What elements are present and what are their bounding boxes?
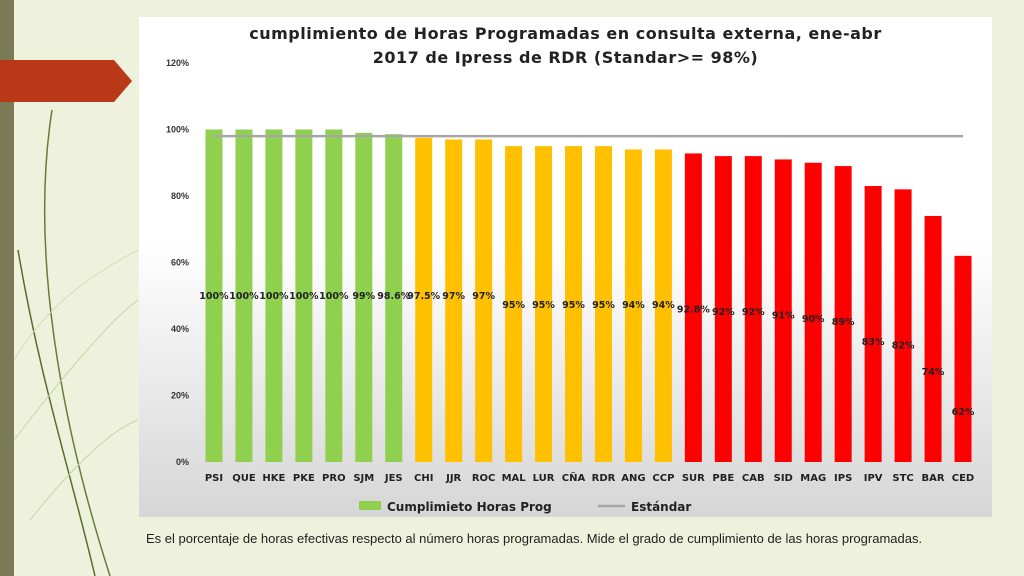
bar-lur xyxy=(535,146,553,462)
bar-mag xyxy=(804,162,822,462)
data-label: 94% xyxy=(622,300,645,311)
x-tick-label: MAL xyxy=(502,473,527,484)
data-label: 97% xyxy=(472,291,495,302)
data-label: 92% xyxy=(742,307,765,318)
bar-ips xyxy=(834,166,852,462)
y-tick-label: 120% xyxy=(166,58,189,68)
data-label: 95% xyxy=(532,300,555,311)
bar-rdr xyxy=(594,146,612,462)
bar-bar xyxy=(924,215,942,462)
data-label: 99% xyxy=(352,291,375,302)
chart-title: cumplimiento de Horas Programadas en con… xyxy=(139,22,992,70)
x-tick-label: MAG xyxy=(800,473,826,484)
bar-ipv xyxy=(864,186,882,462)
legend-series-swatch xyxy=(359,501,381,510)
bar-sjm xyxy=(355,132,373,462)
bar-psi xyxy=(205,129,223,462)
x-tick-label: LUR xyxy=(533,473,555,484)
data-label: 100% xyxy=(319,291,349,302)
x-tick-label: QUE xyxy=(232,473,256,484)
x-tick-label: JES xyxy=(384,473,403,484)
x-tick-label: CED xyxy=(952,473,974,484)
data-label: 97.5% xyxy=(407,291,440,302)
bar-sur xyxy=(684,153,702,462)
caption-text: Es el porcentaje de horas efectivas resp… xyxy=(146,531,923,546)
x-tick-label: RDR xyxy=(592,473,616,484)
chart-title-line-2: 2017 de Ipress de RDR (Standar>= 98%) xyxy=(372,48,759,67)
bar-mal xyxy=(505,146,523,462)
x-tick-label: SID xyxy=(774,473,793,484)
title-tab xyxy=(0,60,132,102)
bar-jjr xyxy=(445,139,463,462)
legend-standard-label: Estándar xyxy=(631,500,691,514)
data-label: 100% xyxy=(229,291,259,302)
y-tick-label: 60% xyxy=(171,258,189,268)
data-label: 98.6% xyxy=(377,291,410,302)
bar-pbe xyxy=(714,156,732,462)
y-tick-label: 20% xyxy=(171,391,189,401)
x-tick-label: ROC xyxy=(472,473,496,484)
data-label: 94% xyxy=(652,300,675,311)
bar-pro xyxy=(325,129,343,462)
bar-ced xyxy=(954,255,972,462)
bar-que xyxy=(235,129,253,462)
data-label: 95% xyxy=(502,300,525,311)
bar-roc xyxy=(475,139,493,462)
y-tick-label: 0% xyxy=(176,457,189,467)
data-label: 95% xyxy=(592,300,615,311)
x-tick-label: HKE xyxy=(262,473,285,484)
y-tick-label: 40% xyxy=(171,324,189,334)
data-label: 90% xyxy=(802,314,825,325)
bar-stc xyxy=(894,189,912,462)
data-label: 83% xyxy=(862,337,885,348)
bar-sid xyxy=(774,159,792,463)
y-tick-label: 80% xyxy=(171,191,189,201)
bar-cab xyxy=(744,156,762,462)
legend-series-label: Cumplimieto Horas Prog xyxy=(387,500,552,514)
x-tick-label: PKE xyxy=(293,473,315,484)
data-label: 100% xyxy=(199,291,229,302)
bar-ccp xyxy=(654,149,672,462)
x-tick-label: JJR xyxy=(445,473,461,484)
x-tick-label: CAB xyxy=(742,473,765,484)
chart-title-line-1: cumplimiento de Horas Programadas en con… xyxy=(249,24,882,43)
bar-ang xyxy=(624,149,642,462)
data-label: 74% xyxy=(922,367,945,378)
x-tick-label: PRO xyxy=(322,473,346,484)
data-label: 100% xyxy=(289,291,319,302)
x-tick-label: IPV xyxy=(864,473,883,484)
data-label: 92.8% xyxy=(677,304,710,315)
bar-cña xyxy=(565,146,583,462)
y-tick-label: 100% xyxy=(166,125,189,135)
sidebar-strip xyxy=(0,0,14,576)
x-tick-label: CHI xyxy=(414,473,433,484)
x-tick-label: PSI xyxy=(205,473,223,484)
data-label: 62% xyxy=(952,407,975,418)
bar-jes xyxy=(385,134,403,462)
data-label: 100% xyxy=(259,291,289,302)
data-label: 89% xyxy=(832,317,855,328)
x-tick-label: CCP xyxy=(652,473,674,484)
data-label: 82% xyxy=(892,340,915,351)
x-tick-label: ANG xyxy=(621,473,645,484)
x-tick-label: IPS xyxy=(834,473,852,484)
bar-hke xyxy=(265,129,283,462)
decorative-lines xyxy=(13,109,139,576)
data-label: 92% xyxy=(712,307,735,318)
bar-chi xyxy=(415,137,433,462)
x-tick-label: SJM xyxy=(353,473,374,484)
x-tick-label: PBE xyxy=(712,473,734,484)
x-tick-label: STC xyxy=(892,473,913,484)
x-tick-label: SUR xyxy=(682,473,705,484)
data-label: 91% xyxy=(772,310,795,321)
x-tick-label: BAR xyxy=(922,473,945,484)
data-label: 97% xyxy=(442,291,465,302)
bar-pke xyxy=(295,129,313,462)
x-tick-label: CÑA xyxy=(562,471,586,484)
data-label: 95% xyxy=(562,300,585,311)
